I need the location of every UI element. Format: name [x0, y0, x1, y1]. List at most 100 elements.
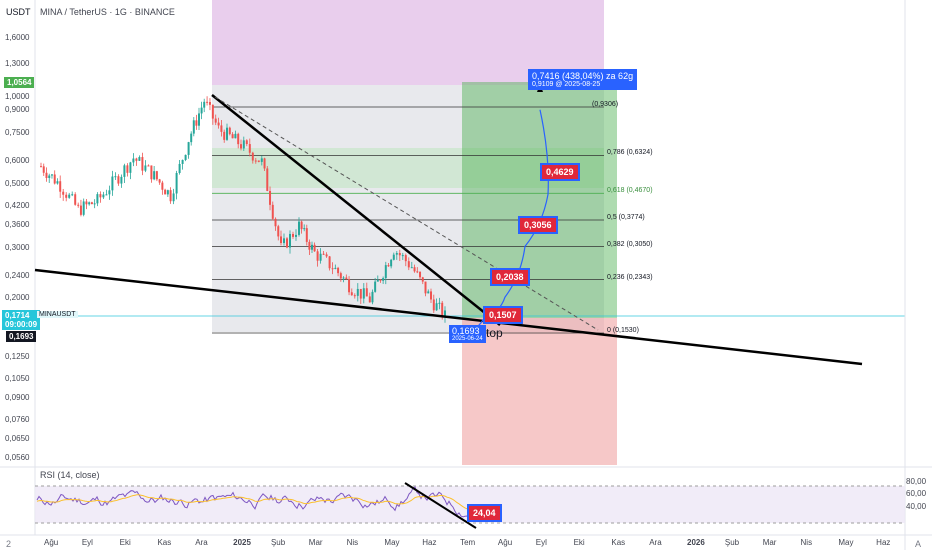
candle-body	[331, 268, 334, 270]
candle-body	[79, 205, 82, 215]
fib-level-label: 0,382 (0,3050)	[607, 240, 653, 248]
candle-body	[379, 279, 382, 281]
time-tick-label: Kas	[611, 538, 626, 547]
candle-body	[166, 190, 169, 195]
candle-body	[208, 102, 211, 105]
candle-body	[365, 288, 368, 297]
rsi-tick-label: 40,00	[906, 501, 927, 511]
price-tick-label: 0,3600	[5, 219, 30, 229]
price-tick-label: 0,1050	[5, 374, 30, 384]
candle-body	[71, 194, 74, 196]
candle-body	[132, 158, 135, 163]
start-label[interactable]: 0,1693 2025-06-24	[449, 325, 486, 343]
candle-body	[96, 194, 99, 204]
fib-level-label: (0,9306)	[592, 101, 619, 109]
callout-1[interactable]: 0,1507	[483, 306, 523, 324]
candle-body	[138, 157, 141, 161]
rsi-value-callout: 24,04	[467, 504, 502, 522]
rsi-line	[36, 486, 476, 519]
candle-body	[135, 158, 138, 161]
candle-body	[311, 244, 313, 250]
candle-body	[308, 241, 311, 250]
candle-body	[158, 179, 161, 183]
candle-body	[368, 296, 371, 303]
support-trendline	[34, 268, 863, 366]
candle-body	[181, 159, 184, 164]
candle-body	[50, 174, 53, 176]
callout-4[interactable]: 0,4629	[540, 163, 580, 181]
candle-body	[82, 201, 85, 215]
candle-body	[240, 144, 242, 149]
candle-body	[234, 133, 237, 139]
price-tick-label: 0,2000	[5, 293, 30, 303]
target-sub: 0,9109 @ 2025-08-25	[532, 81, 601, 88]
resistance-trendline	[211, 94, 501, 326]
time-tick-label: Mar	[308, 538, 323, 547]
time-tick-label: Ara	[195, 538, 208, 547]
candle-body	[184, 154, 187, 160]
candle-body	[161, 182, 164, 190]
candle-body	[419, 271, 422, 278]
start-sub: 2025-06-24	[452, 336, 483, 342]
candle-body	[88, 202, 91, 205]
start-main: 0,1693	[452, 326, 480, 336]
candle-body	[105, 194, 108, 196]
candle-body	[53, 174, 56, 184]
candle-body	[214, 118, 217, 123]
candle-body	[342, 277, 345, 279]
long-profit-zone	[462, 82, 617, 318]
time-tick-label: Tem	[460, 538, 476, 547]
candle-body	[203, 101, 206, 108]
candle-body	[77, 204, 80, 206]
time-tick-label: Ağu	[44, 538, 59, 547]
candle-body	[248, 144, 251, 153]
chart-title[interactable]: MINA / TetherUS · 1G · BINANCE	[40, 7, 175, 17]
candle-body	[172, 193, 175, 202]
candle-body	[300, 221, 303, 230]
time-axis-right-marker: A	[915, 539, 922, 549]
candle-body	[421, 277, 424, 282]
rsi-title[interactable]: RSI (14, close)	[40, 470, 100, 480]
candle-body	[153, 171, 156, 180]
candle-body	[353, 295, 356, 297]
candle-body	[178, 163, 181, 173]
fib-level-label: 0,786 (0,6324)	[607, 149, 653, 157]
candle-body	[217, 122, 220, 126]
time-tick-label: Nis	[346, 538, 359, 547]
candle-body	[322, 253, 325, 255]
candle-body	[114, 176, 117, 178]
candle-body	[175, 172, 178, 194]
callout-3[interactable]: 0,3056	[518, 216, 558, 234]
price-tick-label: 0,5000	[5, 178, 30, 188]
time-tick-label: Eyl	[535, 538, 547, 547]
candle-body	[150, 165, 153, 180]
target-label[interactable]: 0,7416 (438,04%) za 62g 0,9109 @ 2025-08…	[528, 69, 638, 90]
price-tick-label: 0,1250	[5, 352, 30, 362]
top-price-tag: 1,0564	[4, 77, 35, 88]
candle-body	[416, 271, 419, 273]
candle-body	[348, 279, 351, 293]
candle-body	[319, 253, 322, 261]
candle-body	[410, 267, 413, 269]
candle-body	[269, 190, 272, 205]
price-tick-label: 0,0900	[5, 393, 30, 403]
time-tick-label: 2025	[233, 538, 251, 547]
candle-body	[274, 218, 277, 227]
candle-body	[382, 278, 385, 281]
candle-body	[190, 133, 193, 143]
candle-body	[263, 158, 266, 169]
candle-body	[424, 281, 427, 294]
candle-body	[257, 160, 260, 162]
candle-body	[345, 277, 348, 280]
green-fib-band	[212, 148, 604, 188]
candle-body	[147, 165, 150, 167]
candle-body	[407, 261, 410, 268]
candle-body	[313, 244, 316, 252]
time-tick-label: Eyl	[81, 538, 93, 547]
candle-body	[254, 160, 257, 162]
callout-2[interactable]: 0,2038	[490, 268, 530, 286]
candle-body	[164, 189, 167, 195]
fib-level-label: 0,236 (0,2343)	[607, 273, 653, 281]
